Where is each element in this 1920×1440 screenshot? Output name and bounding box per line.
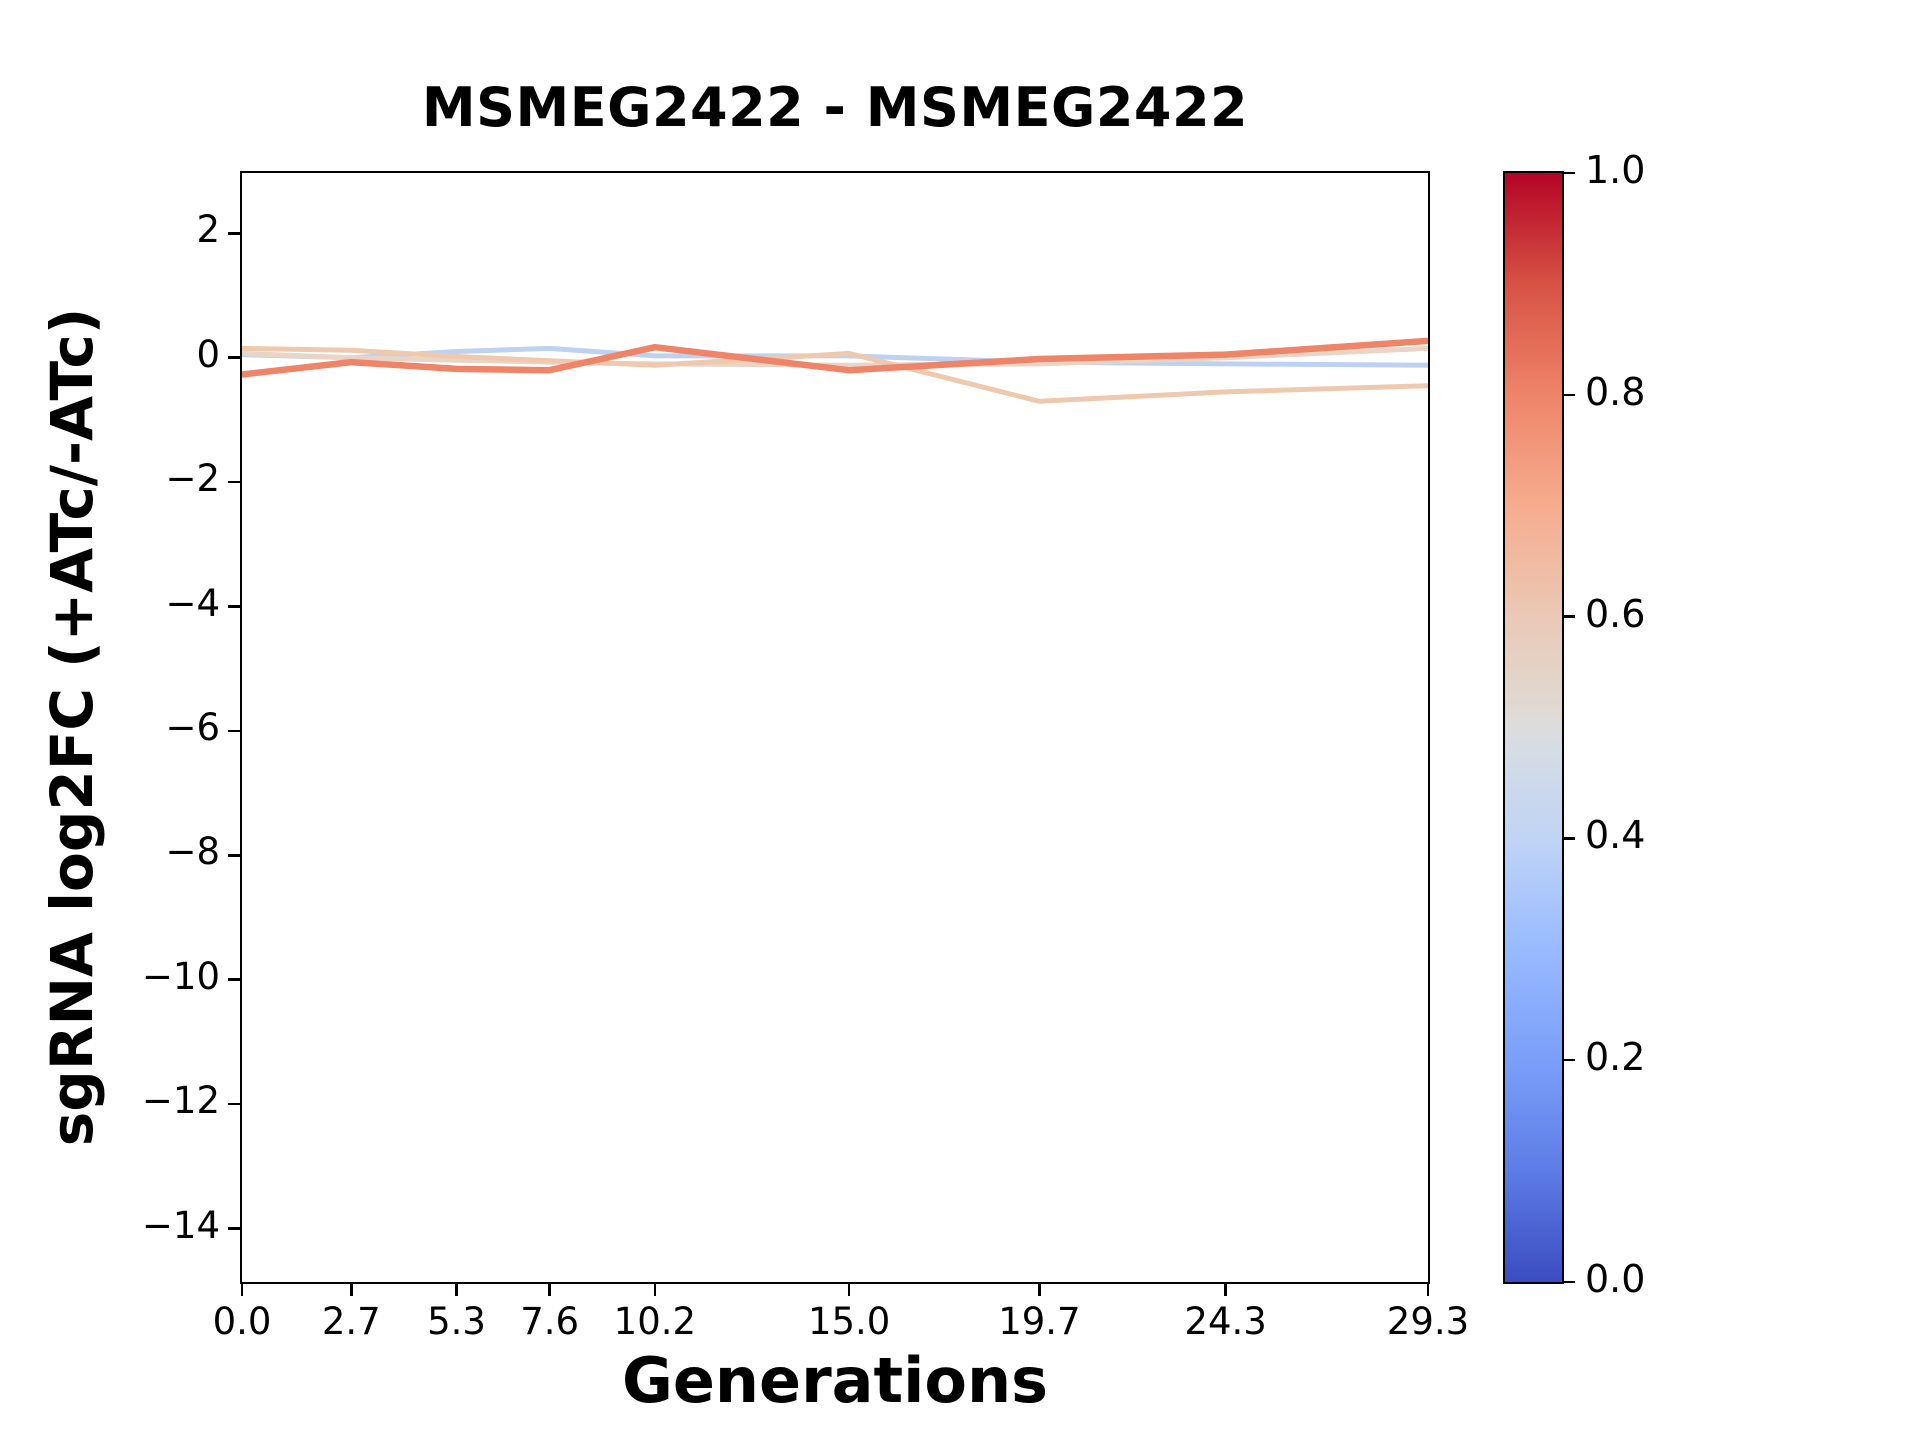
y-tick-mark [228, 729, 242, 733]
y-tick-label: −12 [141, 1079, 220, 1123]
series-line-sgRNA-line-1 [241, 345, 1428, 368]
x-tick-mark [653, 1282, 657, 1296]
y-tick-mark [228, 1227, 242, 1230]
y-tick-label: −2 [165, 457, 220, 501]
colorbar-tick-mark [1562, 393, 1575, 397]
x-tick-label: 0.0 [212, 1300, 272, 1343]
y-tick-label: −8 [165, 830, 220, 874]
x-tick-mark [1038, 1282, 1041, 1296]
y-tick-label: 2 [196, 208, 220, 252]
y-tick-mark [228, 1102, 242, 1106]
x-tick-label: 24.3 [1184, 1300, 1267, 1343]
chart-title: MSMEG2422 - MSMEG2422 [421, 76, 1249, 139]
x-tick-mark [1426, 1282, 1430, 1296]
colorbar-tick-label: 0.2 [1585, 1035, 1646, 1080]
series-line-sgRNA-line-3 [241, 345, 1428, 404]
y-tick-mark [228, 356, 242, 359]
x-tick-mark [847, 1282, 851, 1296]
y-tick-label: −10 [141, 954, 220, 998]
colorbar-tick-mark [1562, 1058, 1575, 1062]
data-lines-canvas [241, 337, 1428, 404]
x-tick-label: 15.0 [807, 1300, 891, 1343]
y-tick-mark [228, 480, 242, 484]
y-tick-mark [228, 978, 242, 981]
colorbar-tick-label: 1.0 [1585, 148, 1646, 192]
colorbar-tick-label: 0.8 [1585, 369, 1646, 414]
x-tick-mark [350, 1282, 353, 1296]
x-tick-label: 19.7 [998, 1300, 1081, 1343]
x-tick-label: 10.2 [613, 1300, 697, 1343]
x-tick-mark [1224, 1282, 1227, 1296]
colorbar-tick-mark [1562, 615, 1575, 618]
x-tick-mark [240, 1282, 244, 1296]
y-tick-label: −6 [165, 705, 220, 749]
colorbar [1502, 170, 1564, 1284]
y-tick-label: −4 [165, 581, 220, 625]
series-line-sgRNA-line-4 [241, 337, 1428, 378]
y-tick-mark [228, 232, 242, 235]
x-tick-label: 7.6 [520, 1300, 580, 1343]
x-tick-mark [548, 1282, 551, 1296]
y-tick-label: −14 [141, 1203, 220, 1247]
colorbar-tick-label: 0.6 [1585, 591, 1646, 636]
y-tick-mark [228, 854, 242, 857]
colorbar-tick-mark [1562, 1280, 1575, 1284]
y-tick-label: 0 [196, 332, 220, 376]
y-tick-mark [228, 605, 242, 608]
colorbar-tick-label: 0.0 [1585, 1257, 1646, 1301]
colorbar-tick-label: 0.4 [1585, 813, 1646, 858]
colorbar-tick-mark [1562, 837, 1575, 840]
x-axis-label: Generations [621, 1344, 1049, 1417]
plot-area [239, 170, 1430, 1284]
x-tick-mark [455, 1282, 458, 1296]
x-tick-label: 29.3 [1386, 1300, 1470, 1343]
x-tick-label: 2.7 [321, 1300, 381, 1343]
colorbar-tick-mark [1562, 171, 1575, 175]
x-tick-label: 5.3 [427, 1300, 486, 1343]
